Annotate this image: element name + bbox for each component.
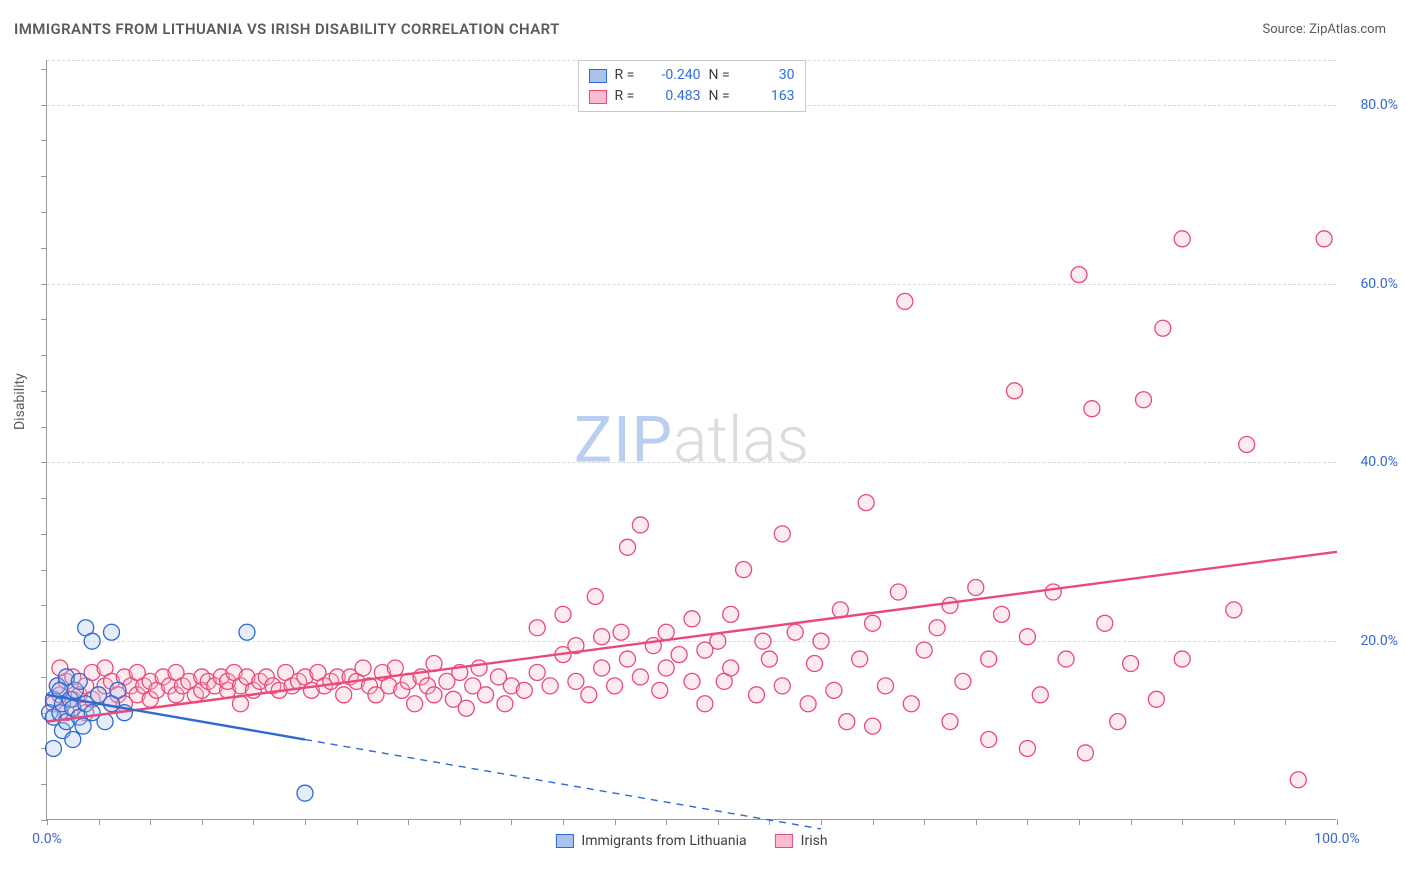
x-tick-label: 0.0% xyxy=(32,831,62,847)
legend-label-lithuania: Immigrants from Lithuania xyxy=(581,833,746,849)
legend-item-lithuania: Immigrants from Lithuania xyxy=(555,833,746,849)
legend-lith-R: -0.240 xyxy=(653,65,701,86)
y-tick-label: 60.0% xyxy=(1360,276,1398,292)
legend-irish-R: 0.483 xyxy=(653,86,701,107)
correlation-legend: R = -0.240 N = 30 R = 0.483 N = 163 xyxy=(578,60,806,112)
legend-N-label: N = xyxy=(709,86,739,107)
legend-row-irish: R = 0.483 N = 163 xyxy=(589,86,795,107)
legend-label-irish: Irish xyxy=(801,833,828,849)
legend-lith-N: 30 xyxy=(747,65,795,86)
source-link[interactable]: ZipAtlas.com xyxy=(1309,22,1386,37)
legend-N-label: N = xyxy=(709,65,739,86)
y-tick-label: 80.0% xyxy=(1360,97,1398,113)
legend-R-label: R = xyxy=(615,86,645,107)
swatch-lithuania xyxy=(589,69,607,83)
y-tick-label: 20.0% xyxy=(1360,633,1398,649)
swatch-irish xyxy=(589,90,607,104)
swatch-irish xyxy=(775,834,793,848)
y-tick-label: 40.0% xyxy=(1360,454,1398,470)
legend-row-lithuania: R = -0.240 N = 30 xyxy=(589,65,795,86)
scatter-svg xyxy=(47,60,1336,819)
source-attribution: Source: ZipAtlas.com xyxy=(1262,22,1386,37)
y-axis-label: Disability xyxy=(12,373,28,430)
legend-R-label: R = xyxy=(615,65,645,86)
chart-title: IMMIGRANTS FROM LITHUANIA VS IRISH DISAB… xyxy=(14,20,560,38)
legend-irish-N: 163 xyxy=(747,86,795,107)
legend-item-irish: Irish xyxy=(775,833,828,849)
swatch-lithuania xyxy=(555,834,573,848)
source-prefix: Source: xyxy=(1262,22,1309,37)
x-tick-label: 100.0% xyxy=(1314,831,1359,847)
chart-plot-area: ZIPatlas R = -0.240 N = 30 R = 0.483 N =… xyxy=(46,60,1336,820)
series-legend: Immigrants from Lithuania Irish xyxy=(555,833,827,849)
